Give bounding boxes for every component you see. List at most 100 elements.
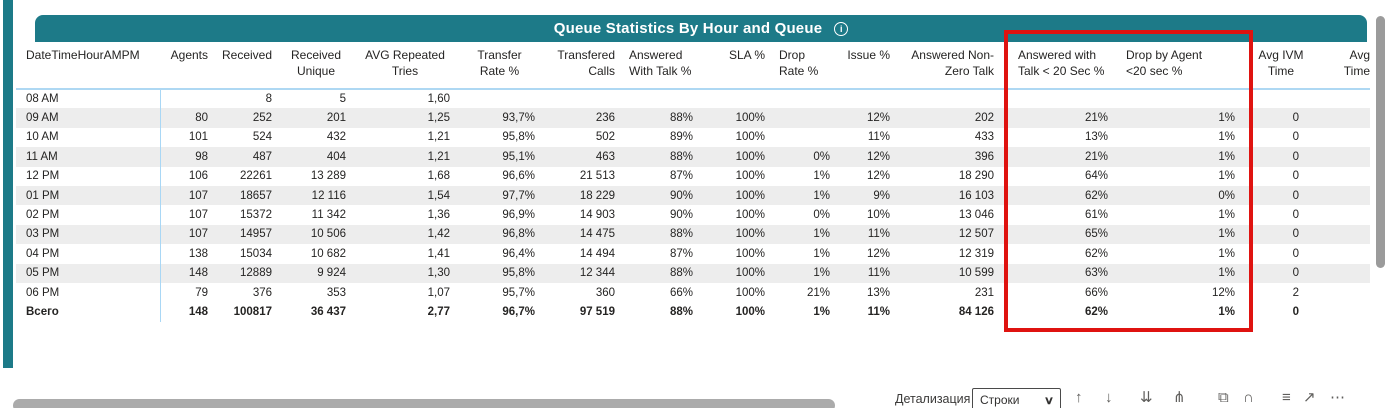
- column-header-transfer-rate[interactable]: Transfer Rate %: [460, 42, 545, 90]
- row-label: 03 PM: [16, 224, 161, 245]
- table-cell: [1315, 89, 1370, 108]
- expand-all-icon[interactable]: ⋔: [1173, 389, 1186, 406]
- table-cell: 360: [595, 286, 615, 299]
- table-cell: 97,7%: [502, 189, 535, 202]
- table-cell: 96,4%: [502, 247, 535, 260]
- table-cell: [1253, 89, 1315, 108]
- table-cell: [1315, 205, 1370, 224]
- table-cell: [1315, 283, 1370, 302]
- table-cell: 66%: [669, 286, 693, 299]
- go-to-next-level-icon[interactable]: ⇊: [1140, 389, 1153, 406]
- drill-up-icon[interactable]: ↑: [1075, 389, 1083, 406]
- column-header-avg-repeated-tries[interactable]: AVG Repeated Tries: [356, 42, 460, 90]
- table-cell: 96,9%: [502, 209, 535, 222]
- table-cell: 11%: [867, 267, 890, 280]
- table-cell: 13 289: [310, 170, 346, 183]
- table-cell: 0: [1292, 150, 1299, 163]
- column-header-answered-talk-lt-20sec[interactable]: Answered with Talk < 20 Sec %: [1004, 42, 1120, 90]
- column-header-drop-rate[interactable]: Drop Rate %: [775, 42, 840, 90]
- table-row: 11 AM 98 487 404 1,21 95,1% 463 88% 100% 0% 12% 396…: [16, 147, 1370, 167]
- table-cell: 1,36: [427, 209, 450, 222]
- table-cell: 11%: [867, 131, 890, 144]
- table-cell: 2: [1292, 286, 1299, 299]
- table-cell: 100%: [735, 112, 765, 125]
- table-cell: 100%: [735, 247, 765, 260]
- row-label: 09 AM: [16, 108, 161, 128]
- table-cell: 62%: [1084, 189, 1108, 202]
- table-cell: [545, 89, 625, 108]
- table-cell: 93,7%: [502, 112, 535, 125]
- column-header-avg-ivm-time[interactable]: Avg IVM Time: [1253, 42, 1315, 90]
- table-row: 02 PM 107 15372 11 342 1,36 96,9% 14 903 90% 100…: [16, 205, 1370, 225]
- table-cell: 88%: [669, 305, 693, 318]
- open-window-icon[interactable]: ↗: [1303, 389, 1316, 406]
- table-cell: 84 126: [958, 305, 994, 318]
- info-icon[interactable]: i: [834, 21, 849, 36]
- copy-icon[interactable]: ⧉: [1218, 389, 1229, 406]
- table-cell: 1,41: [427, 247, 450, 260]
- table-cell: 98: [195, 150, 208, 163]
- table-header: DateTimeHourAMPM Agents Received Received Un…: [16, 42, 1370, 90]
- table-cell: [625, 89, 703, 108]
- table-cell: 12 344: [579, 267, 615, 280]
- more-options-icon[interactable]: ⋯: [1330, 389, 1345, 406]
- table-cell: 96,8%: [502, 228, 535, 241]
- table-cell: 100%: [735, 286, 765, 299]
- table-cell: 433: [974, 131, 994, 144]
- table-cell: 0%: [813, 150, 830, 163]
- table-cell: 1,60: [427, 93, 450, 106]
- table-cell: 1,54: [427, 189, 450, 202]
- table-cell: 107: [188, 209, 208, 222]
- row-label: 11 AM: [16, 147, 161, 167]
- column-header-sla[interactable]: SLA %: [703, 42, 775, 90]
- table-cell: 89%: [669, 131, 693, 144]
- table-cell: 353: [326, 286, 346, 299]
- table-cell: 12%: [1211, 286, 1235, 299]
- table-cell: 9%: [873, 189, 890, 202]
- column-header-transfered-calls[interactable]: Transfered Calls: [545, 42, 625, 90]
- left-accent-strip: [3, 0, 13, 368]
- table-cell: [703, 89, 775, 108]
- column-header-received[interactable]: Received: [218, 42, 282, 90]
- table-cell: [775, 89, 840, 108]
- table-cell: [1315, 147, 1370, 166]
- table-cell: [775, 128, 840, 147]
- table-cell: 15372: [240, 209, 272, 222]
- table-cell: 18 229: [579, 189, 615, 202]
- column-header-agents[interactable]: Agents: [160, 42, 218, 90]
- column-header-issue[interactable]: Issue %: [840, 42, 900, 90]
- table-cell: 88%: [669, 267, 693, 280]
- table-cell: 95,1%: [502, 150, 535, 163]
- column-header-answered-with-talk[interactable]: Answered With Talk %: [625, 42, 703, 90]
- column-header-received-unique[interactable]: Received Unique: [282, 42, 356, 90]
- column-header-datetimehourampm[interactable]: DateTimeHourAMPM: [16, 42, 160, 90]
- table-cell: 0: [1292, 170, 1299, 183]
- column-header-avg-time-clipped[interactable]: Avg Time: [1315, 42, 1370, 90]
- table-cell: 106: [188, 170, 208, 183]
- column-header-answered-non-zero-talk[interactable]: Answered Non- Zero Talk: [900, 42, 1004, 90]
- table-cell: 10 506: [310, 228, 346, 241]
- drill-mode-dropdown[interactable]: Строки ∨: [972, 388, 1061, 408]
- drill-mode-value: Строки: [980, 393, 1020, 407]
- table-cell: [900, 89, 1004, 108]
- table-cell: 1%: [1218, 247, 1235, 260]
- table-cell: 9 924: [317, 267, 346, 280]
- queue-statistics-table: DateTimeHourAMPM Agents Received Received Un…: [16, 42, 1370, 326]
- table-cell: 65%: [1084, 228, 1108, 241]
- table-cell: 148: [188, 305, 208, 318]
- horizontal-scrollbar[interactable]: [13, 399, 835, 408]
- row-label: 10 AM: [16, 127, 161, 148]
- filter-lines-icon[interactable]: ≡: [1282, 389, 1291, 406]
- search-icon[interactable]: ∩: [1243, 389, 1254, 406]
- vertical-scrollbar[interactable]: [1376, 16, 1385, 268]
- table-cell: [775, 108, 840, 127]
- table-cell: 487: [252, 150, 272, 163]
- table-cell: 0: [1292, 228, 1299, 241]
- table-cell: 100%: [735, 189, 765, 202]
- table-cell: 502: [595, 131, 615, 144]
- table-cell: 1%: [813, 170, 830, 183]
- drill-down-icon[interactable]: ↓: [1105, 389, 1113, 406]
- column-header-drop-by-agent-lt-20sec[interactable]: Drop by Agent <20 sec %: [1120, 42, 1253, 90]
- table-cell: 432: [326, 131, 346, 144]
- table-row: 08 AM 8 5 1,60: [16, 89, 1370, 109]
